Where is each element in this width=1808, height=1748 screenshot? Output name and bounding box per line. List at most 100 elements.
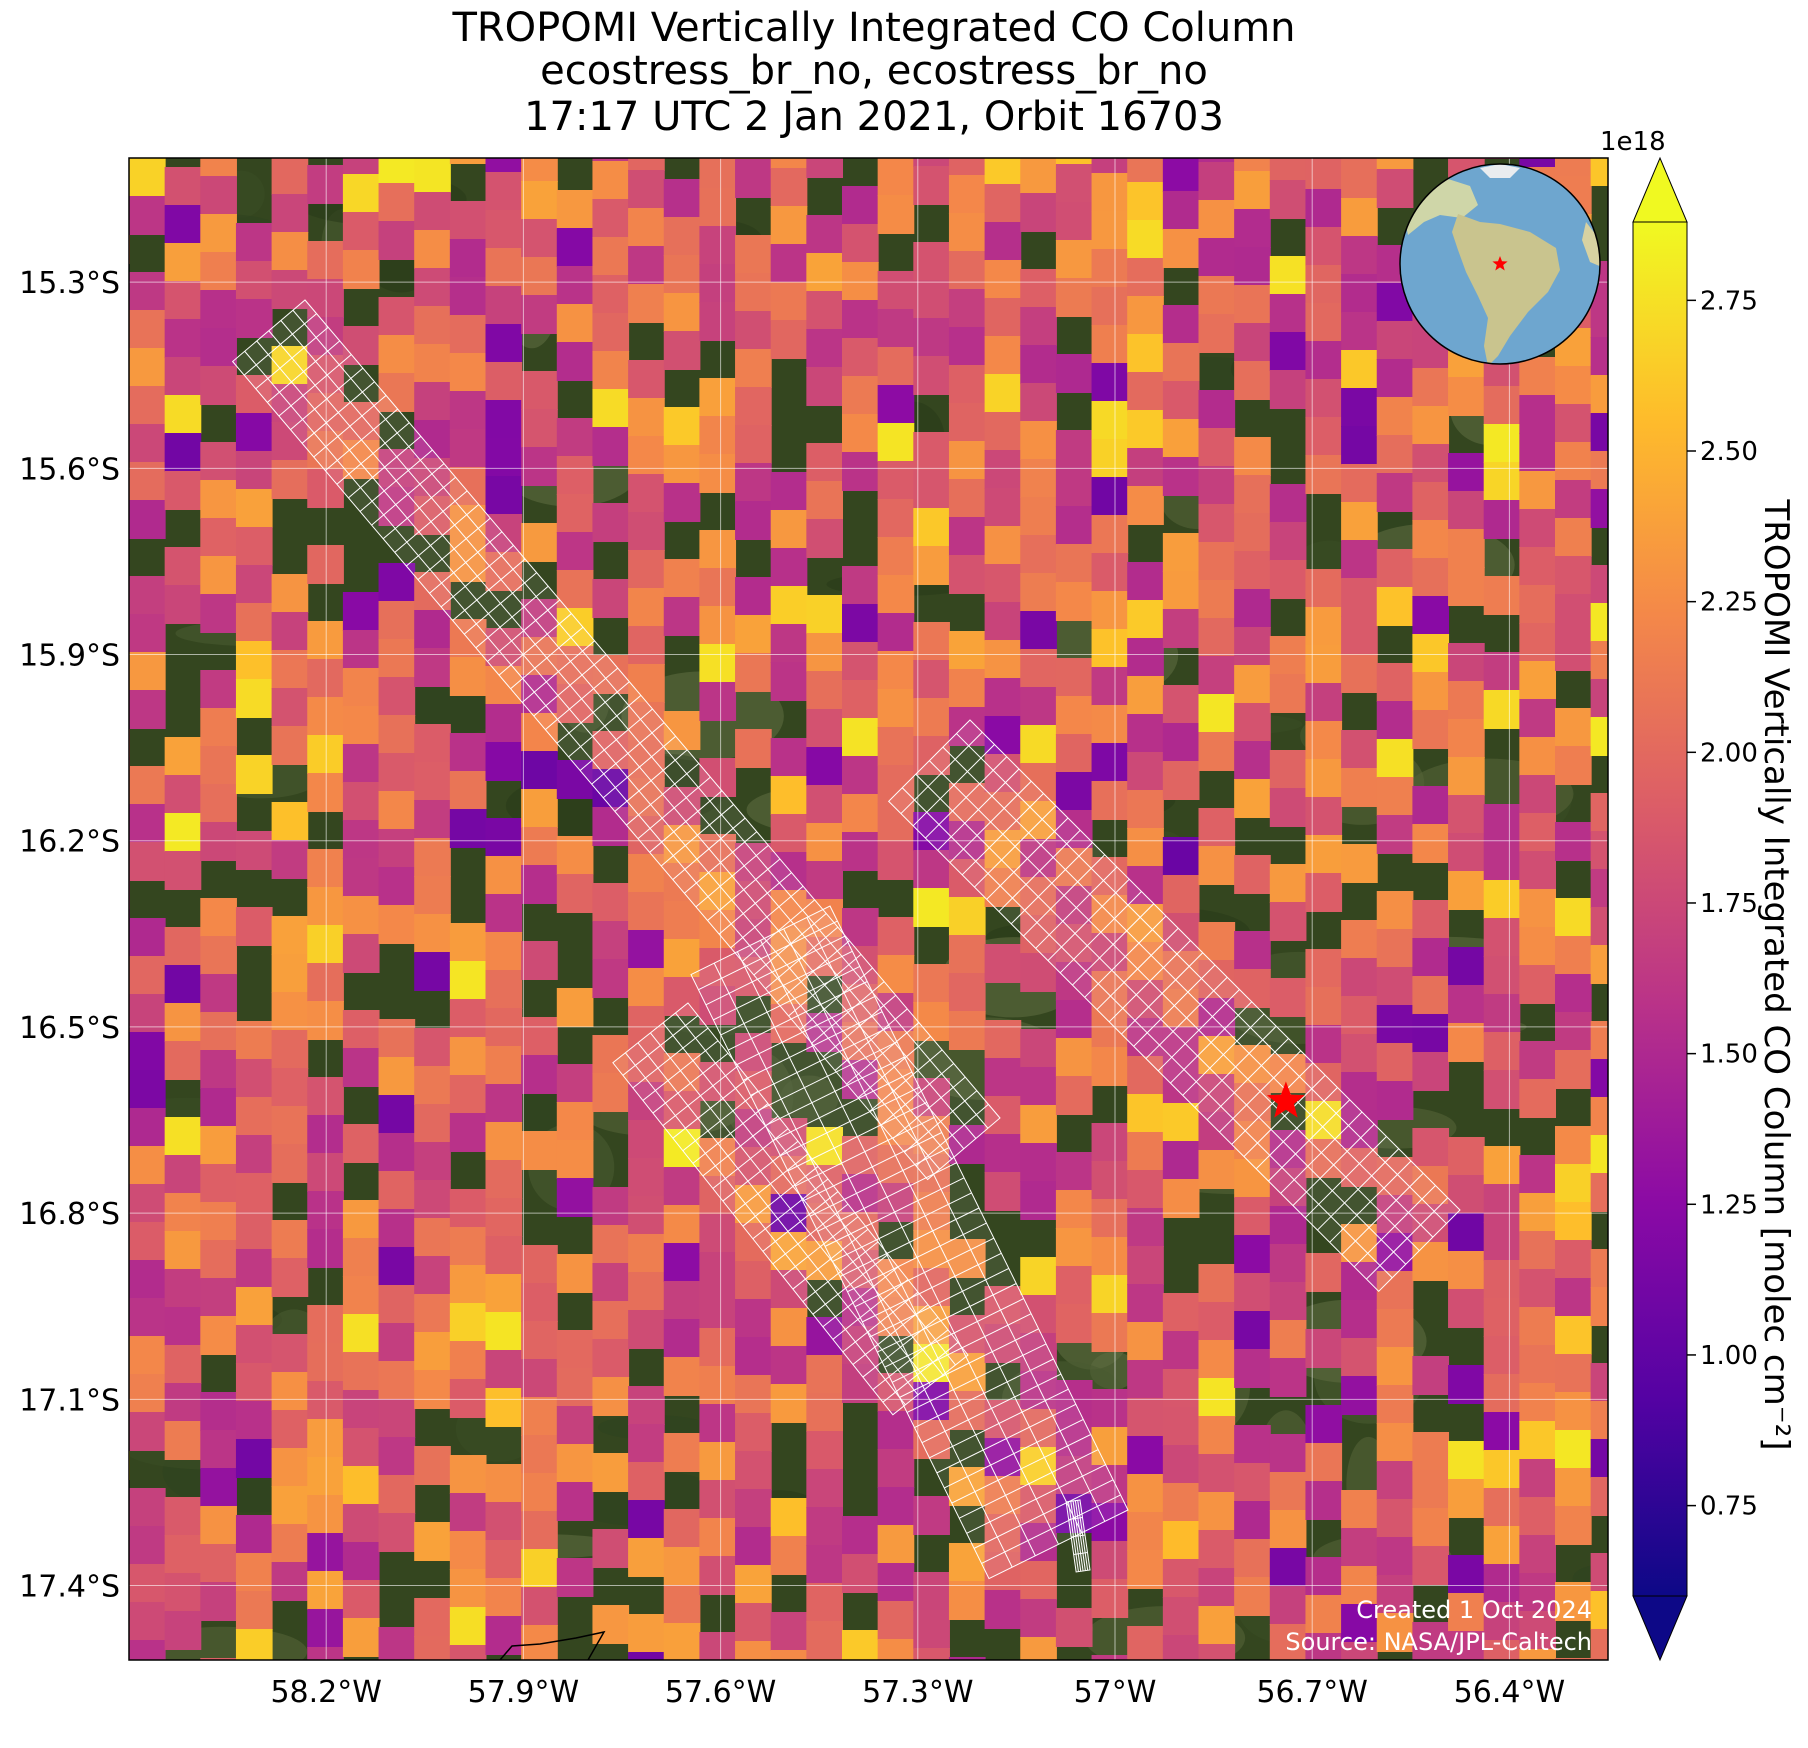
co-pixel bbox=[556, 1558, 594, 1597]
co-pixel bbox=[1305, 1405, 1343, 1444]
co-pixel bbox=[235, 1401, 273, 1440]
co-pixel bbox=[1091, 1199, 1129, 1238]
co-pixel bbox=[164, 1231, 202, 1270]
co-pixel bbox=[1519, 1497, 1556, 1536]
co-pixel bbox=[1519, 1345, 1556, 1384]
co-pixel bbox=[1555, 1050, 1592, 1089]
co-pixel bbox=[1091, 1161, 1129, 1200]
co-pixel bbox=[1234, 931, 1271, 970]
co-pixel bbox=[1305, 1101, 1343, 1140]
co-pixel bbox=[485, 1616, 523, 1655]
co-pixel bbox=[1483, 918, 1521, 957]
co-pixel bbox=[1269, 1054, 1307, 1093]
co-pixel bbox=[1127, 714, 1164, 753]
co-pixel bbox=[1198, 1302, 1236, 1341]
co-pixel bbox=[1376, 967, 1414, 1006]
co-pixel bbox=[1162, 1559, 1200, 1598]
greenland-shape bbox=[1480, 164, 1520, 178]
co-pixel bbox=[271, 194, 309, 233]
co-pixel bbox=[1091, 667, 1129, 706]
co-pixel bbox=[1519, 1649, 1556, 1660]
co-pixel bbox=[1091, 1009, 1129, 1048]
co-pixel bbox=[592, 579, 630, 618]
co-pixel bbox=[1590, 1363, 1608, 1402]
colorbar-title: TROPOMI Vertically Integrated CO Column … bbox=[1756, 499, 1796, 1451]
co-pixel bbox=[1127, 158, 1164, 183]
lat-tick-label: 16.2°S bbox=[19, 825, 120, 860]
lon-tick-label: 57.6°W bbox=[665, 1675, 776, 1710]
co-pixel bbox=[699, 644, 737, 683]
co-pixel bbox=[485, 476, 523, 515]
co-pixel bbox=[806, 1545, 843, 1584]
co-pixel bbox=[1162, 837, 1200, 876]
co-pixel bbox=[1198, 390, 1236, 429]
co-pixel bbox=[556, 304, 594, 343]
co-pixel bbox=[1555, 974, 1592, 1013]
globe-star-icon bbox=[1492, 256, 1508, 271]
co-pixel bbox=[1305, 721, 1343, 760]
co-pixel bbox=[770, 1308, 808, 1347]
co-pixel bbox=[235, 451, 273, 490]
co-pixel bbox=[592, 807, 630, 846]
co-pixel bbox=[1376, 1613, 1414, 1652]
co-pixel bbox=[1127, 562, 1164, 601]
co-pixel bbox=[984, 260, 1022, 299]
co-pixel bbox=[628, 550, 665, 589]
co-pixel bbox=[1590, 603, 1608, 642]
co-pixel bbox=[556, 532, 594, 571]
co-pixel bbox=[129, 1602, 166, 1641]
co-pixel bbox=[235, 831, 273, 870]
co-pixel bbox=[1483, 158, 1521, 159]
co-pixel bbox=[200, 214, 237, 253]
co-pixel bbox=[449, 391, 487, 430]
co-pixel bbox=[556, 266, 594, 305]
colorbar-max-extend bbox=[1632, 156, 1688, 223]
co-pixel bbox=[1234, 665, 1271, 704]
co-pixel bbox=[913, 964, 950, 1003]
co-pixel bbox=[699, 606, 737, 645]
source-credit: Source: NASA/JPL-Caltech bbox=[1285, 1628, 1592, 1656]
south-america-shape bbox=[1452, 214, 1560, 364]
ecostress-footprint bbox=[887, 719, 1461, 1293]
co-pixel bbox=[449, 923, 487, 962]
co-pixel bbox=[913, 1496, 950, 1535]
co-pixel bbox=[378, 373, 416, 412]
co-pixel bbox=[770, 472, 808, 511]
co-pixel bbox=[342, 1428, 380, 1467]
co-pixel bbox=[735, 1527, 772, 1566]
co-pixel bbox=[628, 740, 665, 779]
co-pixel bbox=[628, 1272, 665, 1311]
co-pixel bbox=[1234, 969, 1271, 1008]
co-pixel bbox=[948, 631, 986, 670]
co-pixel bbox=[1341, 1262, 1378, 1301]
co-pixel bbox=[913, 1420, 950, 1459]
co-pixel bbox=[1055, 164, 1093, 203]
co-pixel bbox=[485, 1122, 523, 1161]
co-pixel bbox=[164, 813, 202, 852]
co-pixel bbox=[842, 262, 879, 301]
co-pixel bbox=[1198, 1454, 1236, 1493]
co-pixel bbox=[1412, 1470, 1450, 1509]
co-pixel bbox=[842, 832, 879, 871]
co-pixel bbox=[1091, 158, 1129, 174]
co-pixel bbox=[1341, 350, 1378, 389]
co-pixel bbox=[164, 319, 202, 358]
co-pixel bbox=[1590, 1629, 1608, 1660]
co-pixel bbox=[1448, 1213, 1485, 1252]
co-pixel bbox=[735, 1299, 772, 1338]
co-pixel bbox=[628, 1386, 665, 1425]
globe-outline bbox=[1399, 163, 1601, 365]
co-pixel bbox=[378, 905, 416, 944]
co-pixel bbox=[1519, 509, 1556, 548]
co-pixel bbox=[1448, 1593, 1485, 1632]
colorbar-tick-label: 2.25 bbox=[1700, 588, 1758, 618]
co-pixel bbox=[663, 939, 701, 978]
co-pixel bbox=[1234, 1235, 1271, 1274]
co-pixel bbox=[1376, 1461, 1414, 1500]
co-pixel bbox=[735, 1413, 772, 1452]
co-pixel bbox=[485, 438, 523, 477]
co-pixel bbox=[663, 331, 701, 370]
co-pixel bbox=[1412, 1508, 1450, 1547]
co-pixel bbox=[1198, 1416, 1236, 1455]
co-pixel bbox=[414, 1294, 451, 1333]
